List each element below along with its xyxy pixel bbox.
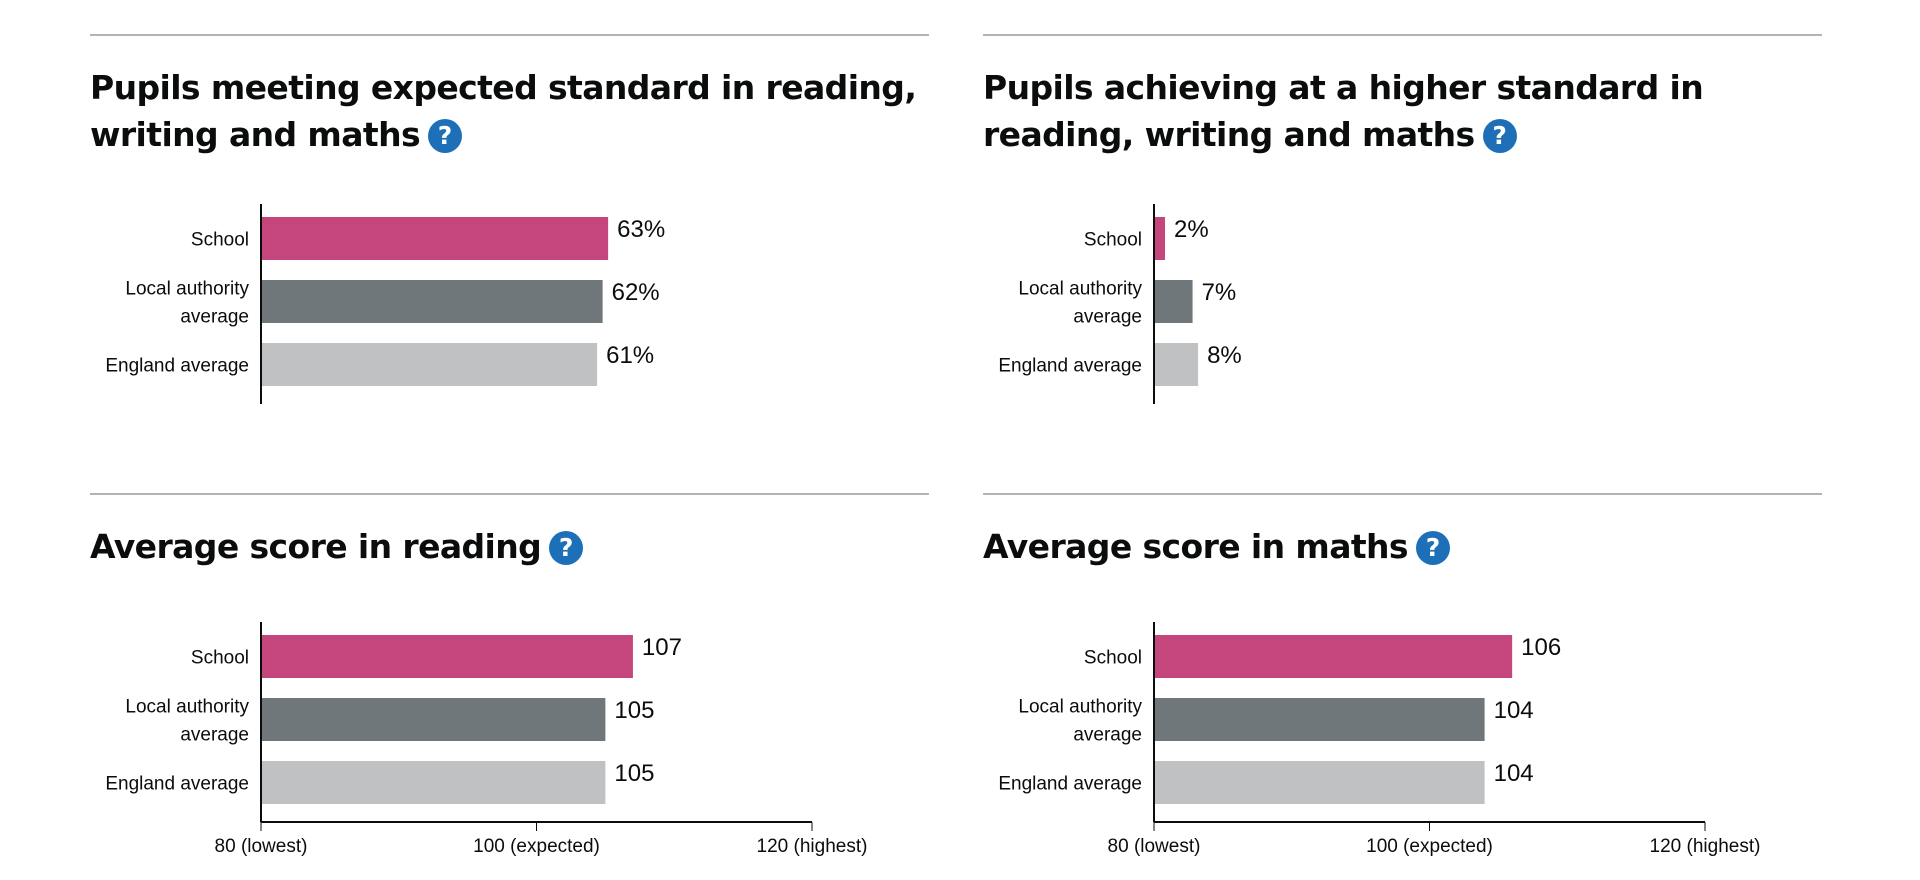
category-label: England average — [105, 356, 249, 377]
panel-title-text: Pupils achieving at a higher standard in… — [983, 68, 1704, 154]
section-divider — [90, 493, 929, 495]
data-label: 62% — [612, 279, 660, 306]
category-label: School — [1084, 230, 1142, 251]
category-label: Local authority average — [1018, 279, 1142, 328]
section-divider — [983, 34, 1822, 36]
data-label: 104 — [1494, 760, 1534, 787]
data-label: 7% — [1202, 279, 1237, 306]
help-icon[interactable]: ? — [1482, 119, 1517, 153]
bar-school — [261, 635, 633, 678]
x-tick-label: 120 (highest) — [757, 836, 868, 857]
data-label: 105 — [614, 760, 654, 787]
panel-title-text: Pupils meeting expected standard in read… — [90, 68, 917, 154]
panel-title-text: Average score in reading — [90, 527, 542, 566]
data-label: 61% — [606, 342, 654, 369]
help-icon[interactable]: ? — [428, 119, 462, 153]
higher-standard-chart: 2% School 7% Local authority average 8% Englan… — [983, 204, 1822, 404]
data-label: 104 — [1494, 697, 1534, 724]
panel-title: Pupils meeting expected standard in read… — [90, 64, 929, 158]
category-label: School — [191, 648, 249, 669]
x-tick-label: 100 (expected) — [473, 836, 600, 857]
bar-england-average — [1154, 343, 1199, 386]
help-icon[interactable]: ? — [549, 531, 584, 565]
category-label: England average — [998, 356, 1142, 377]
bar-local-authority-average — [1154, 698, 1485, 741]
category-label: Local authority average — [125, 279, 249, 328]
bar-local-authority-average — [261, 280, 603, 323]
category-label: England average — [998, 774, 1142, 795]
data-label: 8% — [1207, 342, 1242, 369]
chart-svg: 107 School 105 Local authority average 105 Eng… — [105, 622, 868, 857]
chart-svg: 106 School 104 Local authority average 104 Eng… — [998, 622, 1761, 857]
data-label: 107 — [642, 634, 682, 661]
x-tick-label: 120 (highest) — [1650, 836, 1761, 857]
category-label: Local authority average — [125, 697, 249, 746]
section-divider — [90, 34, 929, 36]
x-tick-label: 80 (lowest) — [215, 836, 308, 857]
data-label: 63% — [617, 216, 665, 243]
category-label: England average — [105, 774, 249, 795]
bar-england-average — [261, 343, 598, 386]
panel-title: Average score in maths? — [983, 523, 1822, 570]
bar-england-average — [261, 761, 606, 804]
expected-standard-chart: 63% School 62% Local authority average 61% Eng… — [90, 204, 929, 404]
help-icon[interactable]: ? — [1415, 531, 1450, 565]
data-label: 2% — [1174, 216, 1209, 243]
bar-school — [1154, 217, 1166, 260]
reading-score-chart: 107 School 105 Local authority average 105 Eng… — [90, 622, 929, 862]
x-tick-label: 80 (lowest) — [1108, 836, 1201, 857]
x-tick-label: 100 (expected) — [1366, 836, 1493, 857]
section-divider — [983, 493, 1822, 495]
category-label: School — [191, 230, 249, 251]
chart-svg: 63% School 62% Local authority average 61% Eng… — [105, 204, 665, 404]
category-label: Local authority average — [1018, 697, 1142, 746]
panel-title-text: Average score in maths — [983, 527, 1409, 566]
data-label: 105 — [614, 697, 654, 724]
bar-england-average — [1154, 761, 1485, 804]
bar-school — [1154, 635, 1513, 678]
chart-svg: 2% School 7% Local authority average 8% Englan… — [998, 204, 1242, 404]
bar-local-authority-average — [1154, 280, 1193, 323]
bar-school — [261, 217, 609, 260]
panel-title: Pupils achieving at a higher standard in… — [983, 64, 1822, 158]
maths-score-chart: 106 School 104 Local authority average 104 Eng… — [983, 622, 1822, 862]
panel-title: Average score in reading? — [90, 523, 929, 570]
bar-local-authority-average — [261, 698, 606, 741]
data-label: 106 — [1521, 634, 1561, 661]
category-label: School — [1084, 648, 1142, 669]
